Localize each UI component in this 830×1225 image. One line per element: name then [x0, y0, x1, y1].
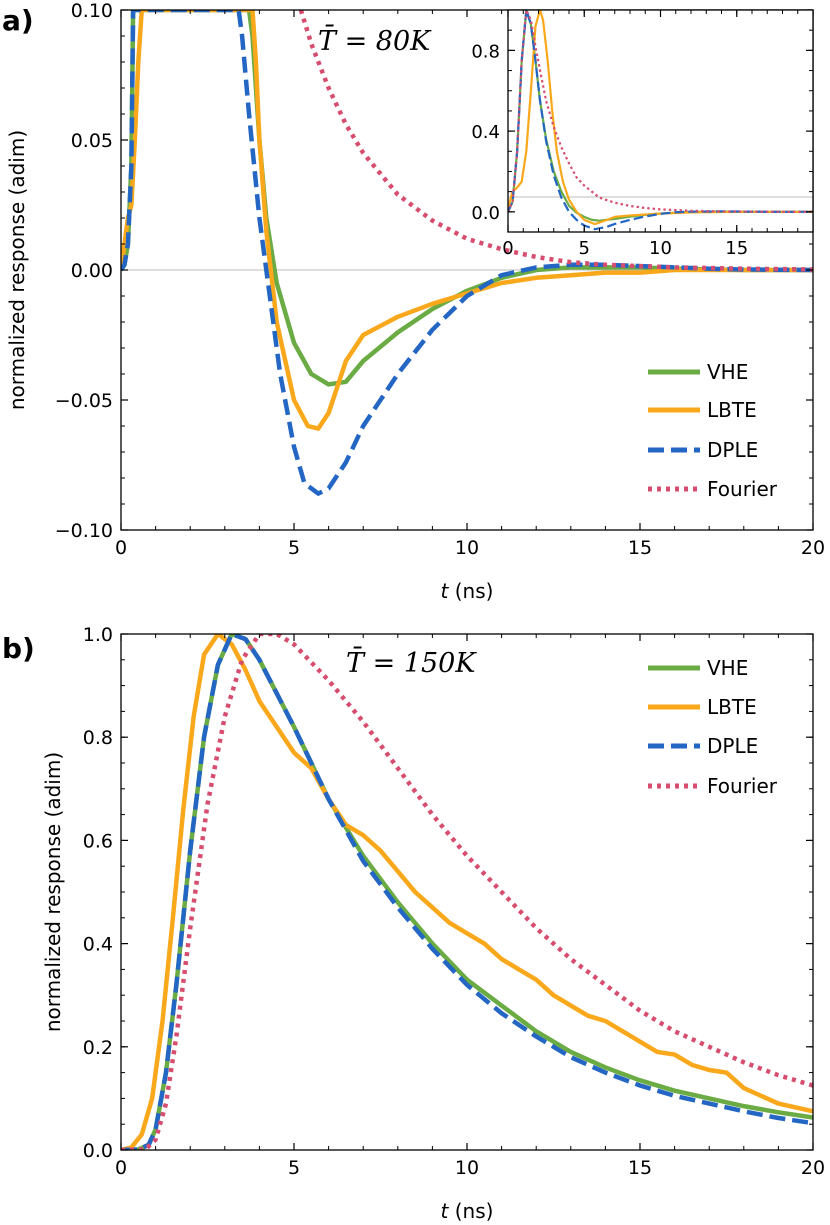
- legend-a-dple-label: DPLE: [707, 438, 758, 462]
- legend-b-fourier-label: Fourier: [707, 774, 778, 798]
- panel-b-ticks: 0 5 10 15 20 0.0 0.2 0.4 0.6 0.8 1.0: [83, 624, 825, 1179]
- panel-b-xtick-label: 5: [288, 1157, 300, 1179]
- panel-b-ytick-label: 1.0: [83, 624, 113, 646]
- panel-b-ytick-label: 0.2: [83, 1037, 113, 1059]
- inset-series-fourier: [508, 10, 813, 213]
- inset-xtick-label: 10: [649, 238, 672, 259]
- panel-a-xlabel: t (ns): [441, 579, 494, 603]
- panel-a-series-fourier: [298, 10, 813, 272]
- inset-ticks: 0 5 10 15 0.0 0.4 0.8: [471, 9, 814, 259]
- panel-a-legend: VHE LBTE DPLE Fourier: [648, 360, 778, 501]
- panel-a-ytick-label: 0.05: [71, 130, 113, 152]
- panel-a-inset: 0 5 10 15 0.0 0.4 0.8: [471, 9, 814, 259]
- panel-b-xlabel: t (ns): [441, 1199, 494, 1223]
- panel-b-ytick-label: 0.8: [83, 727, 113, 749]
- panel-b-series-fourier: [121, 634, 813, 1150]
- panel-a-label: a): [2, 4, 34, 37]
- panel-b-xtick-label: 10: [455, 1157, 479, 1179]
- panel-a-ytick-label: 0.10: [71, 0, 113, 22]
- panel-b-ylabel: normalized response (adim): [41, 752, 65, 1032]
- panel-b-series-dple: [121, 634, 813, 1150]
- panel-a-series: [121, 10, 813, 496]
- inset-xtick-label: 15: [725, 238, 748, 259]
- panel-a-xtick-label: 10: [455, 537, 479, 559]
- panel-b-ytick-label: 0.6: [83, 830, 113, 852]
- panel-a-series-dple: [121, 10, 813, 496]
- panel-b-xtick-label: 15: [628, 1157, 652, 1179]
- inset-series-lbte: [508, 10, 813, 226]
- panel-b-annotation: T̄ = 150K: [346, 645, 477, 679]
- legend-a-vhe-label: VHE: [707, 360, 748, 384]
- legend-b-vhe-label: VHE: [707, 656, 748, 680]
- panel-b-ytick-label: 0.4: [83, 934, 113, 956]
- legend-a-fourier-label: Fourier: [707, 477, 778, 501]
- panel-b-series-lbte: [121, 634, 813, 1150]
- panel-a-ytick-label: −0.05: [55, 390, 113, 412]
- panel-b-ytick-label: 0.0: [83, 1140, 113, 1162]
- inset-ytick-label: 0.0: [471, 203, 500, 224]
- inset-ytick-label: 0.4: [471, 122, 500, 143]
- inset-series: [508, 10, 813, 231]
- panel-a-ytick-label: −0.10: [55, 520, 113, 542]
- legend-b-lbte-label: LBTE: [707, 695, 757, 719]
- panel-a-xtick-label: 15: [628, 537, 652, 559]
- panel-a-ytick-label: 0.00: [71, 260, 113, 282]
- panel-a-series-lbte: [121, 10, 813, 431]
- panel-b-legend: VHE LBTE DPLE Fourier: [648, 656, 778, 798]
- panel-b: b) 0 5 10 15 20 0.0 0.2 0.4 0.6 0.8 1.0 t (ns) nor…: [2, 624, 825, 1223]
- panel-a-ylabel: normalized response (adim): [5, 130, 29, 410]
- inset-ytick-label: 0.8: [471, 41, 500, 62]
- panel-a-xtick-label: 5: [288, 537, 300, 559]
- legend-a-lbte-label: LBTE: [707, 398, 757, 422]
- panel-b-xtick-label: 0: [115, 1157, 127, 1179]
- panel-b-series: [121, 634, 813, 1150]
- inset-xtick-label: 5: [579, 238, 590, 259]
- panel-b-xtick-label: 20: [801, 1157, 825, 1179]
- panel-b-label: b): [2, 632, 35, 665]
- inset-background: [508, 10, 813, 232]
- panel-a: a) 0 5 10 15 20−0.10−0.050.000.050.10 t (ns)…: [2, 0, 825, 603]
- inset-xtick-label: 0: [502, 238, 513, 259]
- panel-a-annotation: T̄ = 80K: [318, 23, 432, 57]
- legend-b-dple-label: DPLE: [707, 734, 758, 758]
- panel-a-xtick-label: 0: [115, 537, 127, 559]
- panel-a-ticks: 0 5 10 15 20−0.10−0.050.000.050.10: [55, 0, 825, 559]
- panel-a-xtick-label: 20: [801, 537, 825, 559]
